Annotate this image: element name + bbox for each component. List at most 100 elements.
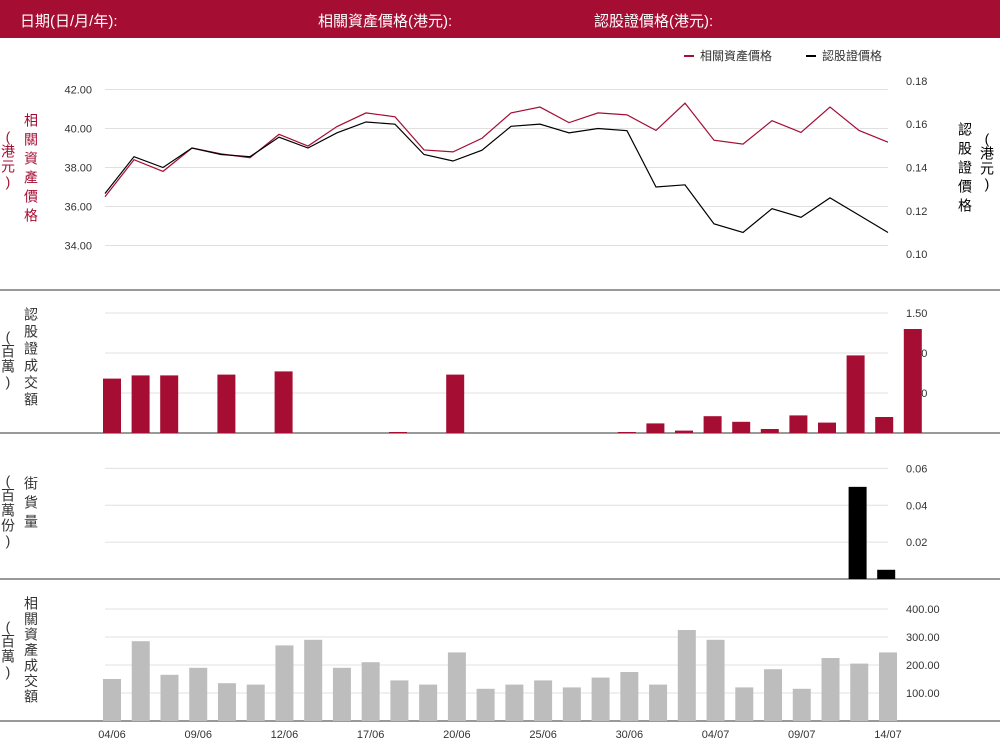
underlying-turnover-bar [189,667,208,721]
underlying-turnover-axis-label: 相 [24,596,38,612]
warrant-turnover-unit-label: 萬 [1,359,15,375]
warrant-turnover-axis-label: 認 [24,307,38,323]
underlying-turnover-bar [505,684,524,721]
header-bar: 日期(日/月/年): 相關資產價格(港元): 認股證價格(港元): [0,0,1000,38]
y-tick-label: 0.04 [906,500,927,512]
y-left-axis-label: 價 [24,189,38,205]
y-right-axis-label: 格 [958,198,972,214]
underlying-turnover-unit-label: 萬 [1,649,15,665]
outstanding-axis-label: 街 [24,476,38,492]
warrant-turnover-bar [732,421,751,433]
underlying-turnover-bar [246,684,265,721]
y-left-unit-label: 元 [1,159,15,175]
warrant-turnover-bar [875,417,894,433]
underlying-turnover-bar [764,669,783,721]
y-right-unit-label: 元 [980,161,994,177]
warrant-turnover-bar [131,375,150,433]
underlying-price-label: 相關資產價格(港元): [318,13,453,30]
warrant-turnover-axis-label: 證 [24,341,38,357]
y-right-tick-label: 0.10 [906,249,927,261]
warrant-turnover-unit-label: 百 [1,344,15,360]
outstanding-bar [877,569,896,579]
y-tick-label: 1.50 [906,308,927,320]
outstanding-axis-label: 量 [24,514,38,530]
legend-underlying-label: 相關資產價格 [700,48,772,63]
outstanding-unit-label: 百 [1,488,15,504]
outstanding-unit-label: 萬 [1,503,15,519]
outstanding-unit-label: ) [6,533,11,549]
underlying-turnover-bar [534,680,553,721]
y-left-unit-label: 港 [1,144,15,160]
y-right-axis-label: 股 [958,141,972,157]
y-right-tick-label: 0.14 [906,163,927,175]
y-tick-label: 0.06 [906,463,927,475]
underlying-turnover-bar [103,679,121,721]
y-tick-label: 400.00 [906,604,940,616]
y-right-axis-label: 證 [958,160,972,176]
y-right-unit-label: ( [985,131,990,147]
underlying-turnover-bar [476,688,495,721]
y-right-axis-label: 認 [958,122,972,138]
outstanding-bar [848,486,867,579]
underlying-turnover-bar [562,687,581,721]
warrant-turnover-bar [274,371,293,433]
warrant-turnover-bar [389,432,407,433]
underlying-turnover-axis-label: 產 [24,642,38,658]
underlying-price-line [104,102,889,198]
y-tick-label: 200.00 [906,660,940,672]
date-label: 日期(日/月/年): [20,13,118,30]
underlying-turnover-bar [131,641,150,721]
y-left-axis-label: 相 [24,113,38,129]
warrant-turnover-bar [103,378,121,433]
underlying-turnover-bar [620,672,639,721]
y-left-tick-label: 42.00 [64,85,92,97]
warrant-turnover-axis-label: 交 [24,375,38,391]
underlying-turnover-bar [361,662,380,721]
outstanding-unit-label: ( [6,473,11,489]
y-tick-label: 300.00 [906,632,940,644]
underlying-turnover-bar [821,658,840,721]
warrant-turnover-axis-label: 成 [24,358,38,374]
underlying-turnover-bar [447,652,466,721]
underlying-turnover-bar [419,684,438,721]
x-tick-label: 30/06 [616,729,644,741]
x-tick-label: 12/06 [271,729,299,741]
warrant-turnover-bar [903,329,922,433]
y-left-unit-label: ( [6,129,11,145]
underlying-turnover-axis-label: 額 [24,689,38,705]
underlying-turnover-bar [735,687,754,721]
y-left-axis-label: 格 [24,208,38,224]
y-left-tick-label: 34.00 [64,241,92,253]
y-right-tick-label: 0.18 [906,76,927,88]
underlying-turnover-bar [879,652,897,721]
x-tick-label: 04/06 [98,729,126,741]
warrant-turnover-bar [446,374,465,433]
warrant-turnover-axis-label: 股 [24,324,38,340]
warrant-turnover-bar [789,415,808,433]
underlying-turnover-axis-label: 交 [24,673,38,689]
underlying-turnover-unit-label: ) [6,664,11,680]
y-left-axis-label: 產 [24,170,38,186]
warrant-turnover-axis-label: 額 [24,392,38,408]
underlying-turnover-bar [332,667,351,721]
underlying-turnover-bar [677,630,696,721]
warrant-turnover-bar [160,375,179,433]
warrant-turnover-bar [846,355,865,433]
underlying-turnover-axis-label: 資 [24,627,38,643]
y-right-tick-label: 0.16 [906,119,927,131]
y-left-unit-label: ) [6,174,11,190]
x-tick-label: 17/06 [357,729,385,741]
underlying-turnover-axis-label: 關 [24,611,38,627]
x-tick-label: 04/07 [702,729,730,741]
y-right-tick-label: 0.12 [906,206,927,218]
underlying-turnover-bar [850,663,869,721]
legend-warrant-label: 認股證價格 [822,48,882,63]
y-left-tick-label: 36.00 [64,202,92,214]
y-left-axis-label: 資 [24,151,38,167]
outstanding-axis-label: 貨 [24,495,38,511]
warrant-turnover-bar [617,432,636,433]
underlying-turnover-unit-label: ( [6,619,11,635]
y-right-unit-label: 港 [980,146,994,162]
underlying-turnover-bar [275,645,294,721]
outstanding-unit-label: 份 [1,518,15,534]
